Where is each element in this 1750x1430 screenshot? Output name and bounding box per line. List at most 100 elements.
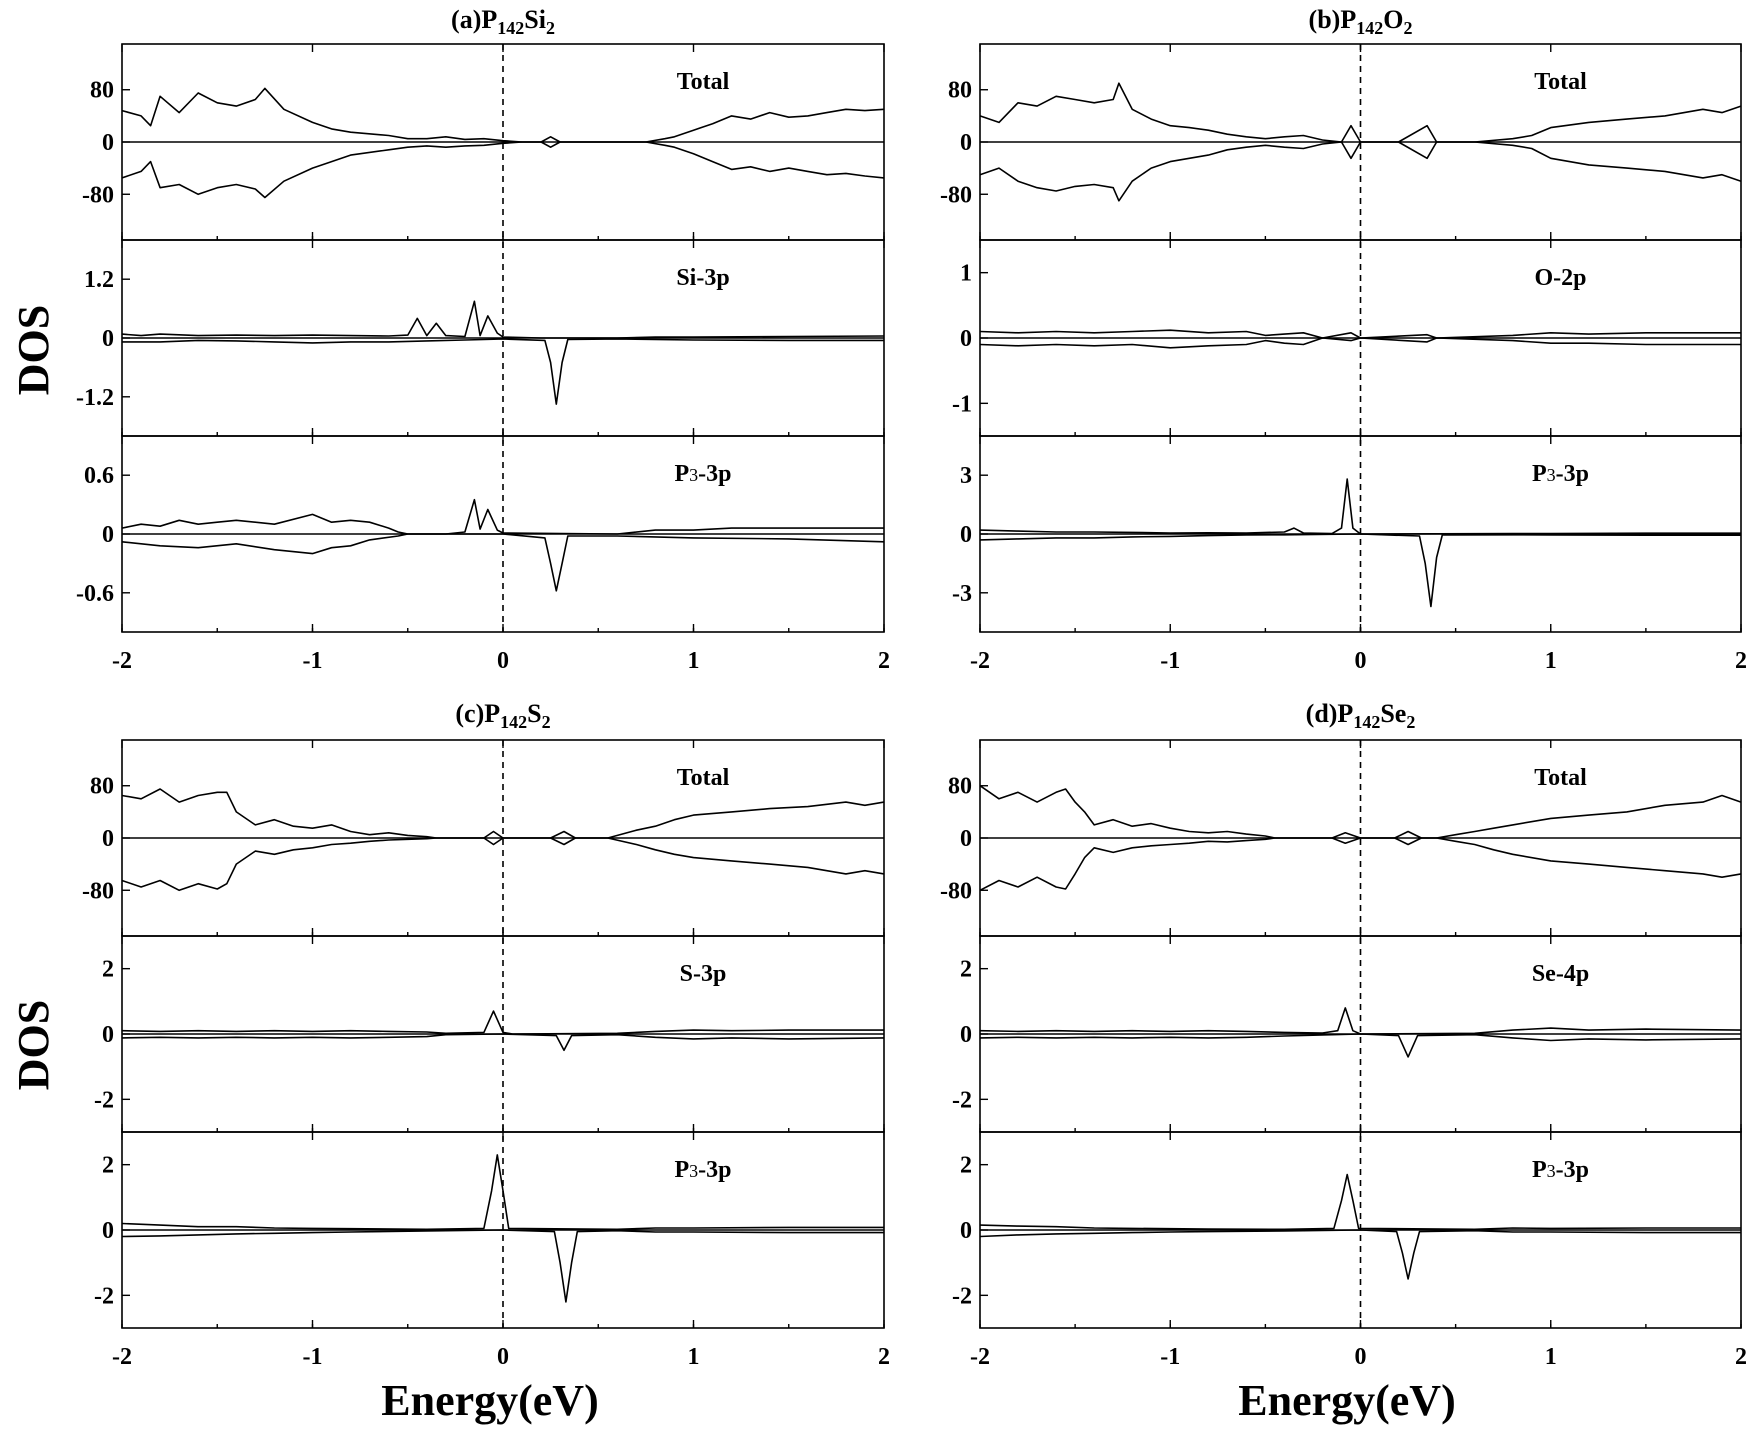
x-tick-label: 1: [1545, 648, 1557, 674]
x-tick-label: -1: [303, 1344, 323, 1370]
panel-b-0: 80 0 -80 Total: [940, 43, 1742, 241]
y-tick-label: -1: [952, 391, 972, 417]
x-axis-title-left: Energy(eV): [381, 1376, 599, 1425]
dos-curve-spin-down: [121, 1033, 885, 1052]
dos-curve-spin-up: [979, 82, 1742, 143]
y-tick-label: 0: [102, 130, 114, 156]
x-tick-label: 0: [1355, 1344, 1367, 1370]
y-tick-label: -2: [952, 1087, 972, 1113]
y-tick-label: 0: [102, 1218, 114, 1244]
y-tick-label: 80: [90, 78, 114, 104]
plot-area: (a)P142Si2 80 0 -80 Total 1.2 0 -1.2 Si-3p 0.6 0 -0…: [76, 5, 1747, 1370]
x-tick-label: 1: [688, 1344, 700, 1370]
dos-curve-spin-up: [979, 1173, 1741, 1231]
panel-label: S-3p: [680, 961, 727, 987]
y-tick-label: -3: [952, 581, 972, 607]
y-tick-label: 0: [960, 522, 972, 548]
y-tick-label: -80: [940, 182, 972, 208]
x-tick-label: 0: [497, 648, 509, 674]
x-tick-label: -1: [1160, 648, 1180, 674]
y-tick-label: 0: [960, 326, 972, 352]
dos-curve-spin-down: [979, 1033, 1742, 1058]
y-tick-label: 0: [102, 1022, 114, 1048]
y-tick-label: 0: [102, 826, 114, 852]
chart-d: (d)P142Se2 80 0 -80 Total 2 0 -2 Se-4p 2 0 -2 P3-3p -…: [940, 699, 1747, 1370]
dos-curve-spin-up: [979, 478, 1741, 535]
y-tick-label: 2: [960, 957, 972, 983]
y-tick-label: 0: [960, 1218, 972, 1244]
y-tick-label: 0: [960, 130, 972, 156]
panel-c-1: 2 0 -2 S-3p: [94, 935, 885, 1133]
dos-curve-spin-up: [979, 1007, 1742, 1035]
x-tick-label: -2: [112, 648, 132, 674]
panel-a-2: 0.6 0 -0.6 P3-3p: [76, 435, 885, 633]
dos-curve-spin-down: [121, 1229, 884, 1303]
y-tick-label: 2: [102, 1153, 114, 1179]
y-tick-label: 2: [960, 1153, 972, 1179]
dos-curve-spin-down: [979, 837, 1742, 892]
dos-curve-spin-down: [121, 533, 885, 592]
panel-label: Total: [677, 765, 730, 791]
y-tick-label: 0: [102, 522, 114, 548]
x-tick-label: -1: [303, 648, 323, 674]
x-tick-label: -2: [112, 1344, 132, 1370]
chart-c: (c)P142S2 80 0 -80 Total 2 0 -2 S-3p 2 0 -2 P3-3p -2 -…: [82, 699, 890, 1370]
x-tick-label: 2: [878, 1344, 890, 1370]
panel-label: P3-3p: [1532, 461, 1589, 487]
y-tick-label: -2: [94, 1283, 114, 1309]
y-tick-label: 80: [90, 774, 114, 800]
chart-title-b: (b)P142O2: [1309, 5, 1413, 38]
x-tick-label: -1: [1160, 1344, 1180, 1370]
panel-label: P3-3p: [674, 461, 731, 487]
panel-d-1: 2 0 -2 Se-4p: [952, 935, 1742, 1133]
x-axis-title-right: Energy(eV): [1238, 1376, 1456, 1425]
panel-d-0: 80 0 -80 Total: [940, 739, 1742, 937]
y-tick-label: 3: [960, 463, 972, 489]
y-axis-title-bottom: DOS: [9, 1000, 58, 1090]
panel-a-0: 80 0 -80 Total: [82, 43, 885, 241]
y-tick-label: 2: [102, 957, 114, 983]
y-tick-label: 1: [960, 261, 972, 287]
y-tick-label: -2: [952, 1283, 972, 1309]
panel-a-1: 1.2 0 -1.2 Si-3p: [76, 239, 885, 437]
dos-curve-spin-up: [979, 329, 1741, 339]
chart-a: (a)P142Si2 80 0 -80 Total 1.2 0 -1.2 Si-3p 0.6 0 -0…: [76, 5, 890, 674]
panel-label: Total: [1534, 69, 1587, 95]
x-tick-label: 0: [1355, 648, 1367, 674]
y-tick-label: 1.2: [84, 267, 114, 293]
panel-c-0: 80 0 -80 Total: [82, 739, 885, 937]
x-tick-label: 2: [878, 648, 890, 674]
y-axis-title-top: DOS: [9, 305, 58, 395]
dos-curve-spin-up: [121, 1010, 884, 1035]
panel-label: Total: [677, 69, 730, 95]
panel-label: P3-3p: [1532, 1157, 1589, 1183]
panel-c-2: 2 0 -2 P3-3p: [94, 1131, 885, 1329]
y-tick-label: 0: [960, 826, 972, 852]
chart-title-a: (a)P142Si2: [451, 5, 555, 38]
dos-curve-spin-down: [979, 1229, 1741, 1280]
y-tick-label: 0: [102, 326, 114, 352]
y-tick-label: 80: [948, 774, 972, 800]
y-tick-label: 0: [960, 1022, 972, 1048]
panel-d-2: 2 0 -2 P3-3p: [952, 1131, 1742, 1329]
panel-b-1: 1 0 -1 O-2p: [952, 239, 1742, 437]
y-tick-label: 0.6: [84, 463, 114, 489]
x-tick-label: 1: [688, 648, 700, 674]
y-tick-label: -80: [82, 182, 114, 208]
x-tick-label: 2: [1735, 648, 1747, 674]
dos-curve-spin-up: [121, 498, 884, 535]
x-tick-label: 0: [497, 1344, 509, 1370]
panel-label: Total: [1534, 765, 1587, 791]
panel-label: Se-4p: [1532, 961, 1589, 987]
x-tick-label: 1: [1545, 1344, 1557, 1370]
chart-title-d: (d)P142Se2: [1306, 699, 1416, 732]
dos-curve-spin-up: [121, 788, 885, 839]
chart-b: (b)P142O2 80 0 -80 Total 1 0 -1 O-2p 3 0 -3 P3-3p -2 -…: [940, 5, 1747, 674]
panel-label: Si-3p: [676, 265, 729, 291]
dos-curve-spin-down: [979, 141, 1742, 202]
dos-curve-spin-up: [121, 300, 885, 339]
dos-curve-spin-up: [121, 87, 885, 143]
dos-curve-spin-down: [121, 837, 885, 892]
chart-title-c: (c)P142S2: [455, 699, 550, 732]
